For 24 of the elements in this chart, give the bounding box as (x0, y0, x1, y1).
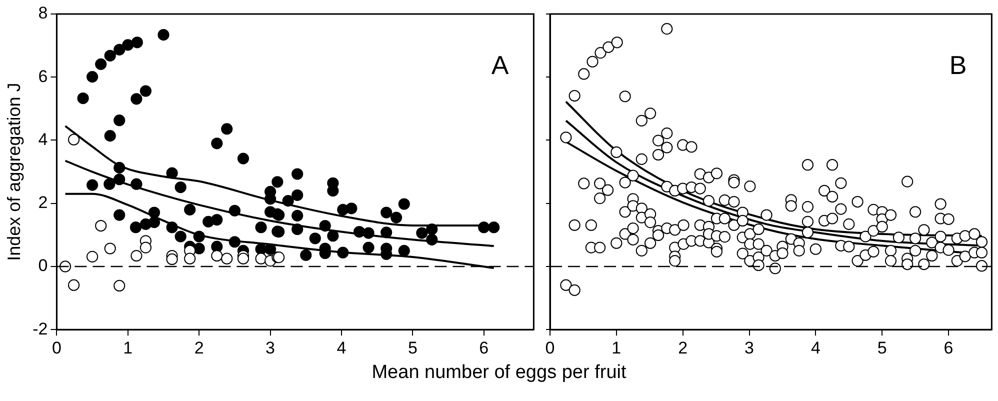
x-tick-label: 5 (877, 338, 887, 358)
annotation: A (491, 50, 510, 80)
x-axis-title: Mean number of eggs per fruit (370, 362, 628, 384)
x-tick-label: 0 (545, 338, 555, 358)
y-tick-label: 0 (38, 256, 48, 276)
y-tick-label: 8 (38, 4, 48, 23)
x-tick-label: 6 (479, 338, 489, 358)
x-tick-label: 5 (408, 338, 418, 358)
x-tick-label: 0 (52, 338, 62, 358)
x-tick-label: 6 (944, 338, 954, 358)
x-tick-label: 4 (336, 338, 346, 358)
x-tick-label: 2 (194, 338, 204, 358)
x-tick-label: 3 (266, 338, 276, 358)
x-tick-label: 2 (678, 338, 688, 358)
y-tick-label: -2 (32, 319, 48, 338)
y-axis-title: Index of aggregation J (4, 82, 24, 261)
x-tick-label: 1 (123, 338, 133, 358)
y-tick-label: 2 (38, 193, 48, 212)
x-tick-label: 3 (744, 338, 754, 358)
x-tick-label: 1 (612, 338, 622, 358)
y-tick-label: 6 (38, 66, 48, 86)
x-tick-label: 4 (810, 338, 820, 358)
y-tick-label: 4 (38, 130, 48, 149)
annotation: B (949, 50, 967, 80)
